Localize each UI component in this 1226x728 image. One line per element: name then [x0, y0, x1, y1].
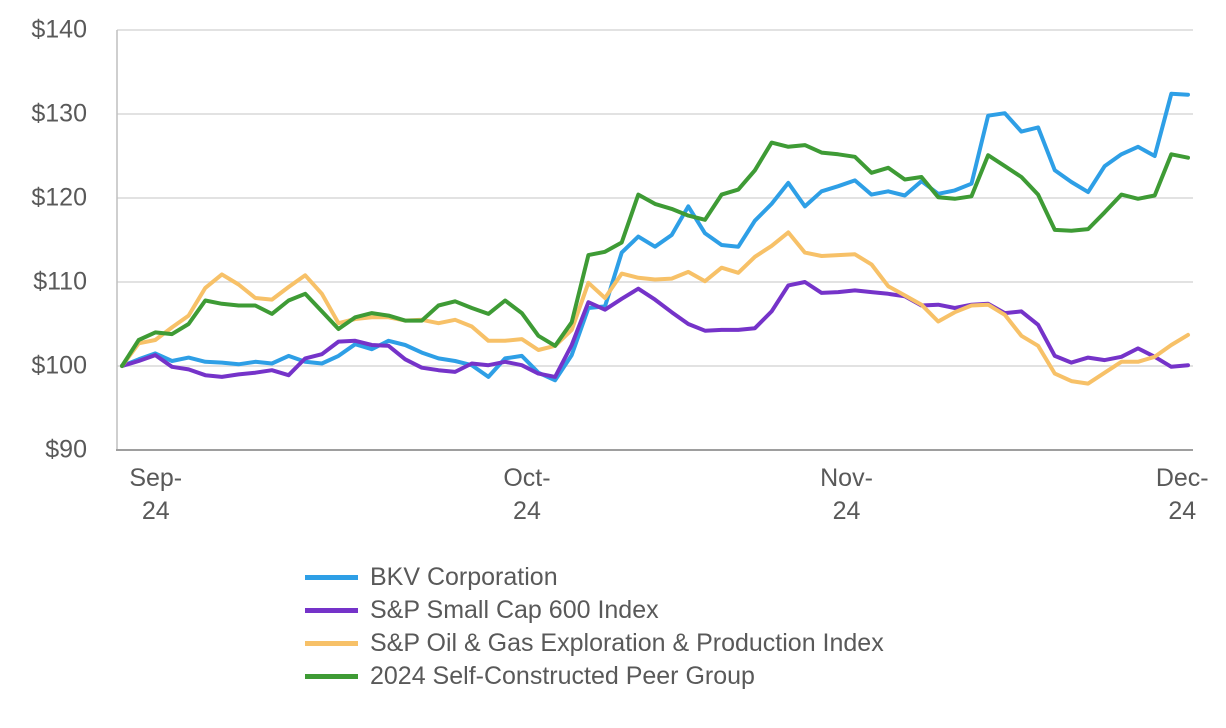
legend-item-label: BKV Corporation — [370, 563, 558, 591]
legend-swatch-line — [305, 674, 358, 679]
legend-swatch-line — [305, 641, 358, 646]
legend-item-label: 2024 Self-Constructed Peer Group — [370, 662, 755, 690]
x-tick-label: Dec- 24 — [1156, 462, 1209, 528]
legend-item: S&P Oil & Gas Exploration & Production I… — [305, 627, 884, 660]
y-tick-label: $140 — [31, 15, 87, 44]
y-tick-label: $90 — [45, 435, 87, 464]
x-tick-month: Oct- — [503, 464, 551, 492]
y-tick-label: $120 — [31, 183, 87, 212]
x-tick-month: Dec- — [1155, 464, 1209, 492]
y-tick-label: $100 — [31, 351, 87, 380]
x-tick-label: Sep- 24 — [129, 462, 182, 528]
legend-swatch-line — [305, 608, 358, 613]
legend: BKV Corporation S&P Small Cap 600 Index … — [305, 561, 884, 693]
x-tick-label: Oct- 24 — [503, 462, 550, 528]
series-line-2024-self-constructed-peer-group — [120, 140, 1190, 368]
legend-item-label: S&P Oil & Gas Exploration & Production I… — [370, 629, 884, 657]
x-tick-year: 24 — [832, 497, 861, 525]
y-tick-label: $130 — [31, 99, 87, 128]
legend-item: BKV Corporation — [305, 561, 884, 594]
x-tick-year: 24 — [513, 497, 541, 525]
legend-item: 2024 Self-Constructed Peer Group — [305, 660, 884, 693]
series-line-bkv-corporation — [120, 91, 1190, 383]
legend-item-label: S&P Small Cap 600 Index — [370, 596, 659, 624]
x-tick-month: Nov- — [820, 464, 873, 492]
y-tick-label: $110 — [33, 267, 87, 296]
series-line-s-p-oil-gas-exploration-production-index — [120, 230, 1190, 386]
legend-swatch-line — [305, 575, 358, 580]
x-tick-month: Sep- — [129, 464, 183, 492]
legend-item: S&P Small Cap 600 Index — [305, 594, 884, 627]
x-tick-label: Nov- 24 — [820, 462, 873, 528]
x-tick-year: 24 — [141, 497, 170, 525]
x-tick-year: 24 — [1168, 497, 1197, 525]
series-line-s-p-small-cap-600-index — [120, 280, 1190, 379]
